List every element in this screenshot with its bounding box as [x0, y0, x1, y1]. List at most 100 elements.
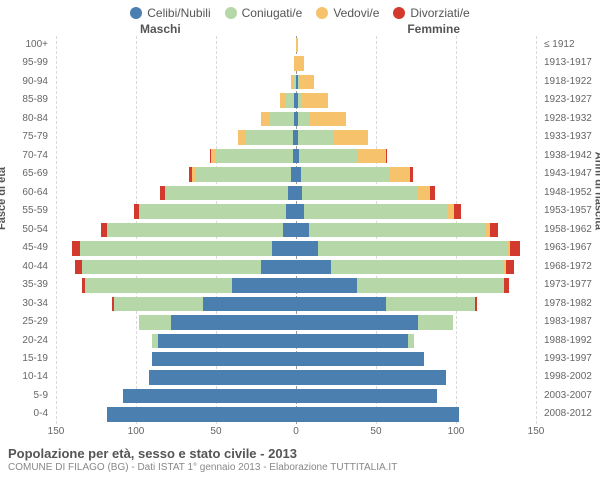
bar-segment: [269, 112, 295, 126]
age-label: 55-59: [0, 202, 52, 220]
bar-segment: [309, 223, 485, 237]
female-bar: [296, 370, 536, 384]
female-bar: [296, 149, 536, 163]
male-bar: [56, 241, 296, 255]
male-bar: [56, 315, 296, 329]
male-bar: [56, 167, 296, 181]
age-label: 0-4: [0, 405, 52, 423]
age-label: 25-29: [0, 313, 52, 331]
female-bar: [296, 167, 536, 181]
bar-segment: [408, 334, 414, 348]
male-bar: [56, 204, 296, 218]
bar-segment: [152, 352, 296, 366]
bar-segment: [418, 186, 431, 200]
pyramid-row: [56, 202, 536, 220]
plot: [56, 36, 536, 424]
age-label: 15-19: [0, 350, 52, 368]
bar-segment: [298, 112, 311, 126]
bar-segment: [139, 315, 171, 329]
chart-title: Popolazione per età, sesso e stato civil…: [8, 446, 592, 461]
male-bar: [56, 407, 296, 421]
bar-segment: [107, 407, 296, 421]
bar-segment: [85, 278, 232, 292]
bar-segment: [386, 297, 476, 311]
legend-label: Coniugati/e: [242, 6, 303, 20]
female-bar: [296, 334, 536, 348]
year-label: 1948-1952: [540, 184, 600, 202]
bar-segment: [333, 130, 368, 144]
bar-segment: [296, 204, 304, 218]
pyramid-row: [56, 165, 536, 183]
bar-segment: [430, 186, 435, 200]
bar-segment: [296, 38, 298, 52]
age-label: 90-94: [0, 73, 52, 91]
bar-segment: [166, 186, 288, 200]
legend-item: Vedovi/e: [316, 6, 379, 20]
bar-segment: [331, 260, 504, 274]
pyramid-row: [56, 350, 536, 368]
bar-segment: [296, 334, 408, 348]
pyramid-row: [56, 184, 536, 202]
female-bar: [296, 130, 536, 144]
pyramid-row: [56, 54, 536, 72]
rows: [56, 36, 536, 424]
male-bar: [56, 75, 296, 89]
year-label: 1953-1957: [540, 202, 600, 220]
female-bar: [296, 278, 536, 292]
xaxis-tick: 50: [370, 426, 381, 437]
bar-segment: [298, 130, 333, 144]
female-bar: [296, 75, 536, 89]
female-bar: [296, 407, 536, 421]
bar-segment: [296, 297, 386, 311]
bar-segment: [114, 297, 204, 311]
male-bar: [56, 186, 296, 200]
year-label: 1928-1932: [540, 110, 600, 128]
age-label: 5-9: [0, 387, 52, 405]
bar-segment: [304, 204, 448, 218]
year-label: 1978-1982: [540, 295, 600, 313]
bar-segment: [390, 167, 409, 181]
yaxis-left: 100+95-9990-9485-8980-8475-7970-7465-696…: [0, 36, 52, 424]
xaxis-tick: 50: [210, 426, 221, 437]
age-label: 65-69: [0, 165, 52, 183]
bar-segment: [72, 241, 80, 255]
pyramid-row: [56, 368, 536, 386]
male-bar: [56, 260, 296, 274]
bar-segment: [510, 241, 520, 255]
bar-segment: [296, 315, 418, 329]
legend-item: Celibi/Nubili: [130, 6, 210, 20]
xaxis: 15010050050100150: [56, 424, 536, 442]
age-label: 50-54: [0, 221, 52, 239]
age-label: 70-74: [0, 147, 52, 165]
legend-swatch: [225, 7, 237, 19]
year-label: 1933-1937: [540, 128, 600, 146]
year-label: 1958-1962: [540, 221, 600, 239]
year-label: 1983-1987: [540, 313, 600, 331]
bar-segment: [123, 389, 296, 403]
female-bar: [296, 352, 536, 366]
legend-item: Divorziati/e: [393, 6, 469, 20]
year-label: 1918-1922: [540, 73, 600, 91]
female-bar: [296, 93, 536, 107]
bar-segment: [296, 223, 309, 237]
bar-segment: [296, 260, 331, 274]
male-bar: [56, 334, 296, 348]
bar-segment: [490, 223, 498, 237]
legend: Celibi/Nubili Coniugati/e Vedovi/e Divorzia…: [0, 0, 600, 20]
chart-subtitle: COMUNE DI FILAGO (BG) - Dati ISTAT 1° ge…: [8, 462, 592, 473]
bar-segment: [171, 315, 296, 329]
side-labels: Maschi Femmine: [0, 20, 600, 36]
age-label: 10-14: [0, 368, 52, 386]
pyramid-row: [56, 276, 536, 294]
pyramid-row: [56, 110, 536, 128]
female-bar: [296, 389, 536, 403]
bar-segment: [418, 315, 453, 329]
xaxis-tick: 100: [128, 426, 145, 437]
bar-segment: [357, 149, 386, 163]
bar-segment: [302, 186, 417, 200]
male-bar: [56, 278, 296, 292]
age-label: 30-34: [0, 295, 52, 313]
year-label: 1988-1992: [540, 332, 600, 350]
bar-segment: [386, 149, 388, 163]
male-bar: [56, 352, 296, 366]
